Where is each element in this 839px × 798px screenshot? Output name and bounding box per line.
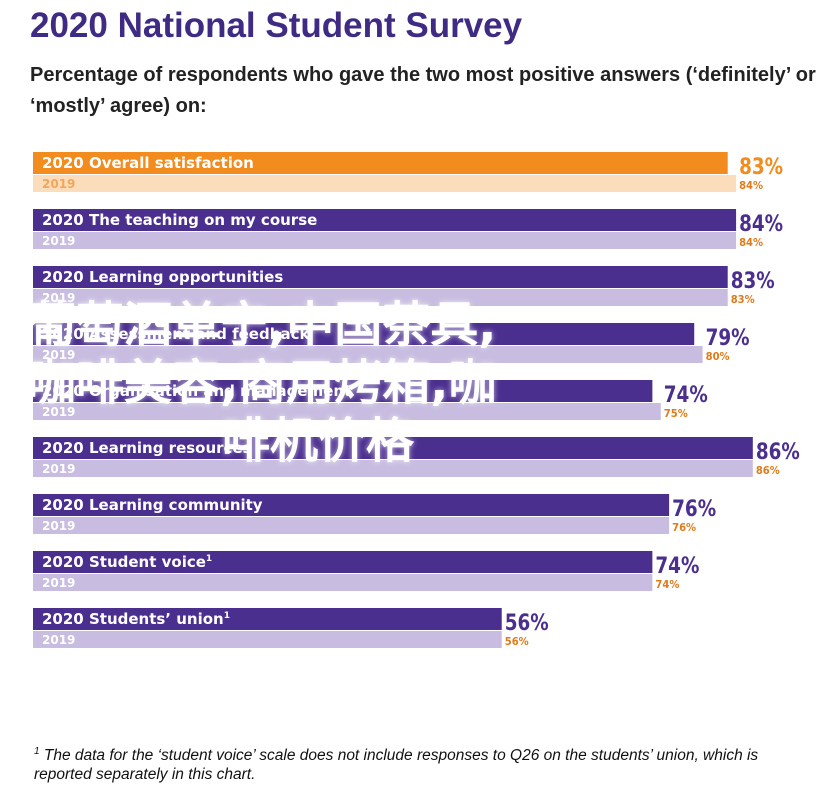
value-label-2019: 83% bbox=[731, 293, 755, 306]
bar-2019 bbox=[33, 289, 728, 306]
year-2019-label: 2019 bbox=[42, 234, 75, 248]
value-label-2019: 80% bbox=[706, 350, 730, 363]
bar-chart: 2020 Overall satisfaction201983%84%2020 … bbox=[33, 152, 800, 648]
category-label: 2020 Organisation and management bbox=[42, 382, 351, 400]
bar-2020 bbox=[33, 437, 753, 459]
bar-2020 bbox=[33, 323, 695, 345]
bar-2019 bbox=[33, 517, 670, 534]
bar-2020 bbox=[33, 380, 653, 402]
bar-2020 bbox=[33, 152, 728, 174]
value-label-2019: 84% bbox=[739, 236, 763, 249]
category-label: 2020 Assessment and feedback bbox=[42, 325, 310, 343]
value-label-2020: 86% bbox=[756, 440, 800, 465]
category-label: 2020 Learning opportunities bbox=[42, 268, 283, 286]
category-label: 2020 Learning resources bbox=[42, 439, 252, 457]
category-label: 2020 The teaching on my course bbox=[42, 211, 317, 229]
bar-2019 bbox=[33, 574, 653, 591]
bar-2019 bbox=[33, 175, 737, 192]
footnote-text: The data for the ‘student voice’ scale d… bbox=[34, 747, 759, 784]
year-2019-label: 2019 bbox=[42, 405, 75, 419]
bar-2020 bbox=[33, 266, 728, 288]
year-2019-label: 2019 bbox=[42, 519, 75, 533]
category-label: 2020 Student voice1 bbox=[42, 553, 212, 571]
value-label-2020: 84% bbox=[739, 212, 783, 237]
value-label-2019: 75% bbox=[664, 407, 688, 420]
value-label-2020: 74% bbox=[655, 554, 699, 579]
bar-2019 bbox=[33, 403, 661, 420]
value-label-2019: 76% bbox=[672, 521, 696, 534]
year-2019-label: 2019 bbox=[42, 462, 75, 476]
value-label-2020: 74% bbox=[664, 383, 708, 408]
value-label-2020: 79% bbox=[706, 326, 750, 351]
bar-2020 bbox=[33, 494, 670, 516]
category-label: 2020 Overall satisfaction bbox=[42, 154, 254, 172]
value-label-2019: 84% bbox=[739, 179, 763, 192]
year-2019-label: 2019 bbox=[42, 291, 75, 305]
bar-2019 bbox=[33, 232, 737, 249]
category-label: 2020 Students’ union1 bbox=[42, 610, 230, 628]
value-label-2019: 56% bbox=[505, 635, 529, 648]
year-2019-label: 2019 bbox=[42, 633, 75, 647]
year-2019-label: 2019 bbox=[42, 177, 75, 191]
bar-2019 bbox=[33, 346, 703, 363]
bar-2020 bbox=[33, 608, 502, 630]
bar-2019 bbox=[33, 460, 753, 477]
category-label: 2020 Learning community bbox=[42, 496, 263, 514]
bar-2020 bbox=[33, 209, 737, 231]
value-label-2020: 83% bbox=[739, 155, 783, 180]
bar-2020 bbox=[33, 551, 653, 573]
value-label-2019: 86% bbox=[756, 464, 780, 477]
footnote-marker: 1 bbox=[34, 746, 40, 757]
chart-subtitle: Percentage of respondents who gave the t… bbox=[30, 64, 816, 117]
value-label-2020: 56% bbox=[505, 611, 549, 636]
chart-title: 2020 National Student Survey bbox=[30, 6, 523, 45]
value-label-2020: 76% bbox=[672, 497, 716, 522]
footnote: 1 The data for the ‘student voice’ scale… bbox=[34, 742, 794, 784]
bar-2019 bbox=[33, 631, 502, 648]
year-2019-label: 2019 bbox=[42, 576, 75, 590]
year-2019-label: 2019 bbox=[42, 348, 75, 362]
value-label-2020: 83% bbox=[731, 269, 775, 294]
value-label-2019: 74% bbox=[655, 578, 679, 591]
